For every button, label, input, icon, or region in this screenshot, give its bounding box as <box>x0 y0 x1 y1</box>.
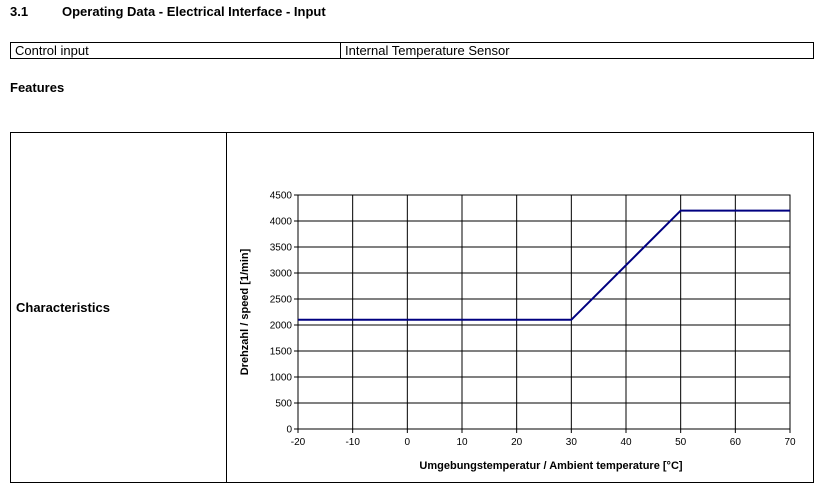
y-tick-label: 2000 <box>270 321 293 332</box>
characteristics-label: Characteristics <box>16 300 110 315</box>
x-tick-label: 70 <box>784 437 796 448</box>
y-tick-label: 500 <box>275 399 292 410</box>
x-tick-label: 10 <box>456 437 468 448</box>
x-tick-label: 30 <box>566 437 578 448</box>
y-tick-label: 3000 <box>270 269 293 280</box>
x-axis-label: Umgebungstemperatur / Ambient temperatur… <box>419 460 682 472</box>
chart-grid <box>294 194 791 433</box>
x-tick-label: 60 <box>730 437 742 448</box>
section-number: 3.1 <box>10 4 29 19</box>
section-heading: 3.1 Operating Data - Electrical Interface… <box>10 4 326 19</box>
y-tick-label: 4500 <box>270 191 293 202</box>
y-axis-label: Drehzahl / speed [1/min] <box>239 248 251 375</box>
series-line <box>298 209 790 321</box>
y-tick-label: 0 <box>286 425 292 436</box>
control-input-table: Control input Internal Temperature Senso… <box>10 42 814 59</box>
features-heading: Features <box>10 80 65 95</box>
y-tick-labels: 0 500 1000 1500 2000 2500 3000 3500 4000 4500 <box>270 191 293 436</box>
x-tick-label: 50 <box>675 437 687 448</box>
x-tick-labels: -20 -10 0 10 20 30 40 50 60 70 <box>291 437 796 448</box>
characteristics-label-cell: Characteristics <box>11 133 227 482</box>
x-tick-label: 20 <box>511 437 523 448</box>
x-tick-label: 0 <box>405 437 411 448</box>
x-tick-label: -20 <box>291 437 306 448</box>
plot-area-border <box>297 194 791 430</box>
y-tick-label: 2500 <box>270 295 293 306</box>
y-tick-label: 1000 <box>270 373 293 384</box>
control-input-label: Control input <box>11 43 341 58</box>
y-tick-label: 4000 <box>270 217 293 228</box>
section-title: Operating Data - Electrical Interface - … <box>62 4 326 19</box>
y-tick-label: 3500 <box>270 243 293 254</box>
x-tick-label: -10 <box>345 437 360 448</box>
control-input-value: Internal Temperature Sensor <box>345 43 510 58</box>
x-tick-label: 40 <box>620 437 632 448</box>
characteristics-table: Characteristics 0 500 1000 1500 2000 2500 3000… <box>10 132 814 483</box>
y-tick-label: 1500 <box>270 347 293 358</box>
